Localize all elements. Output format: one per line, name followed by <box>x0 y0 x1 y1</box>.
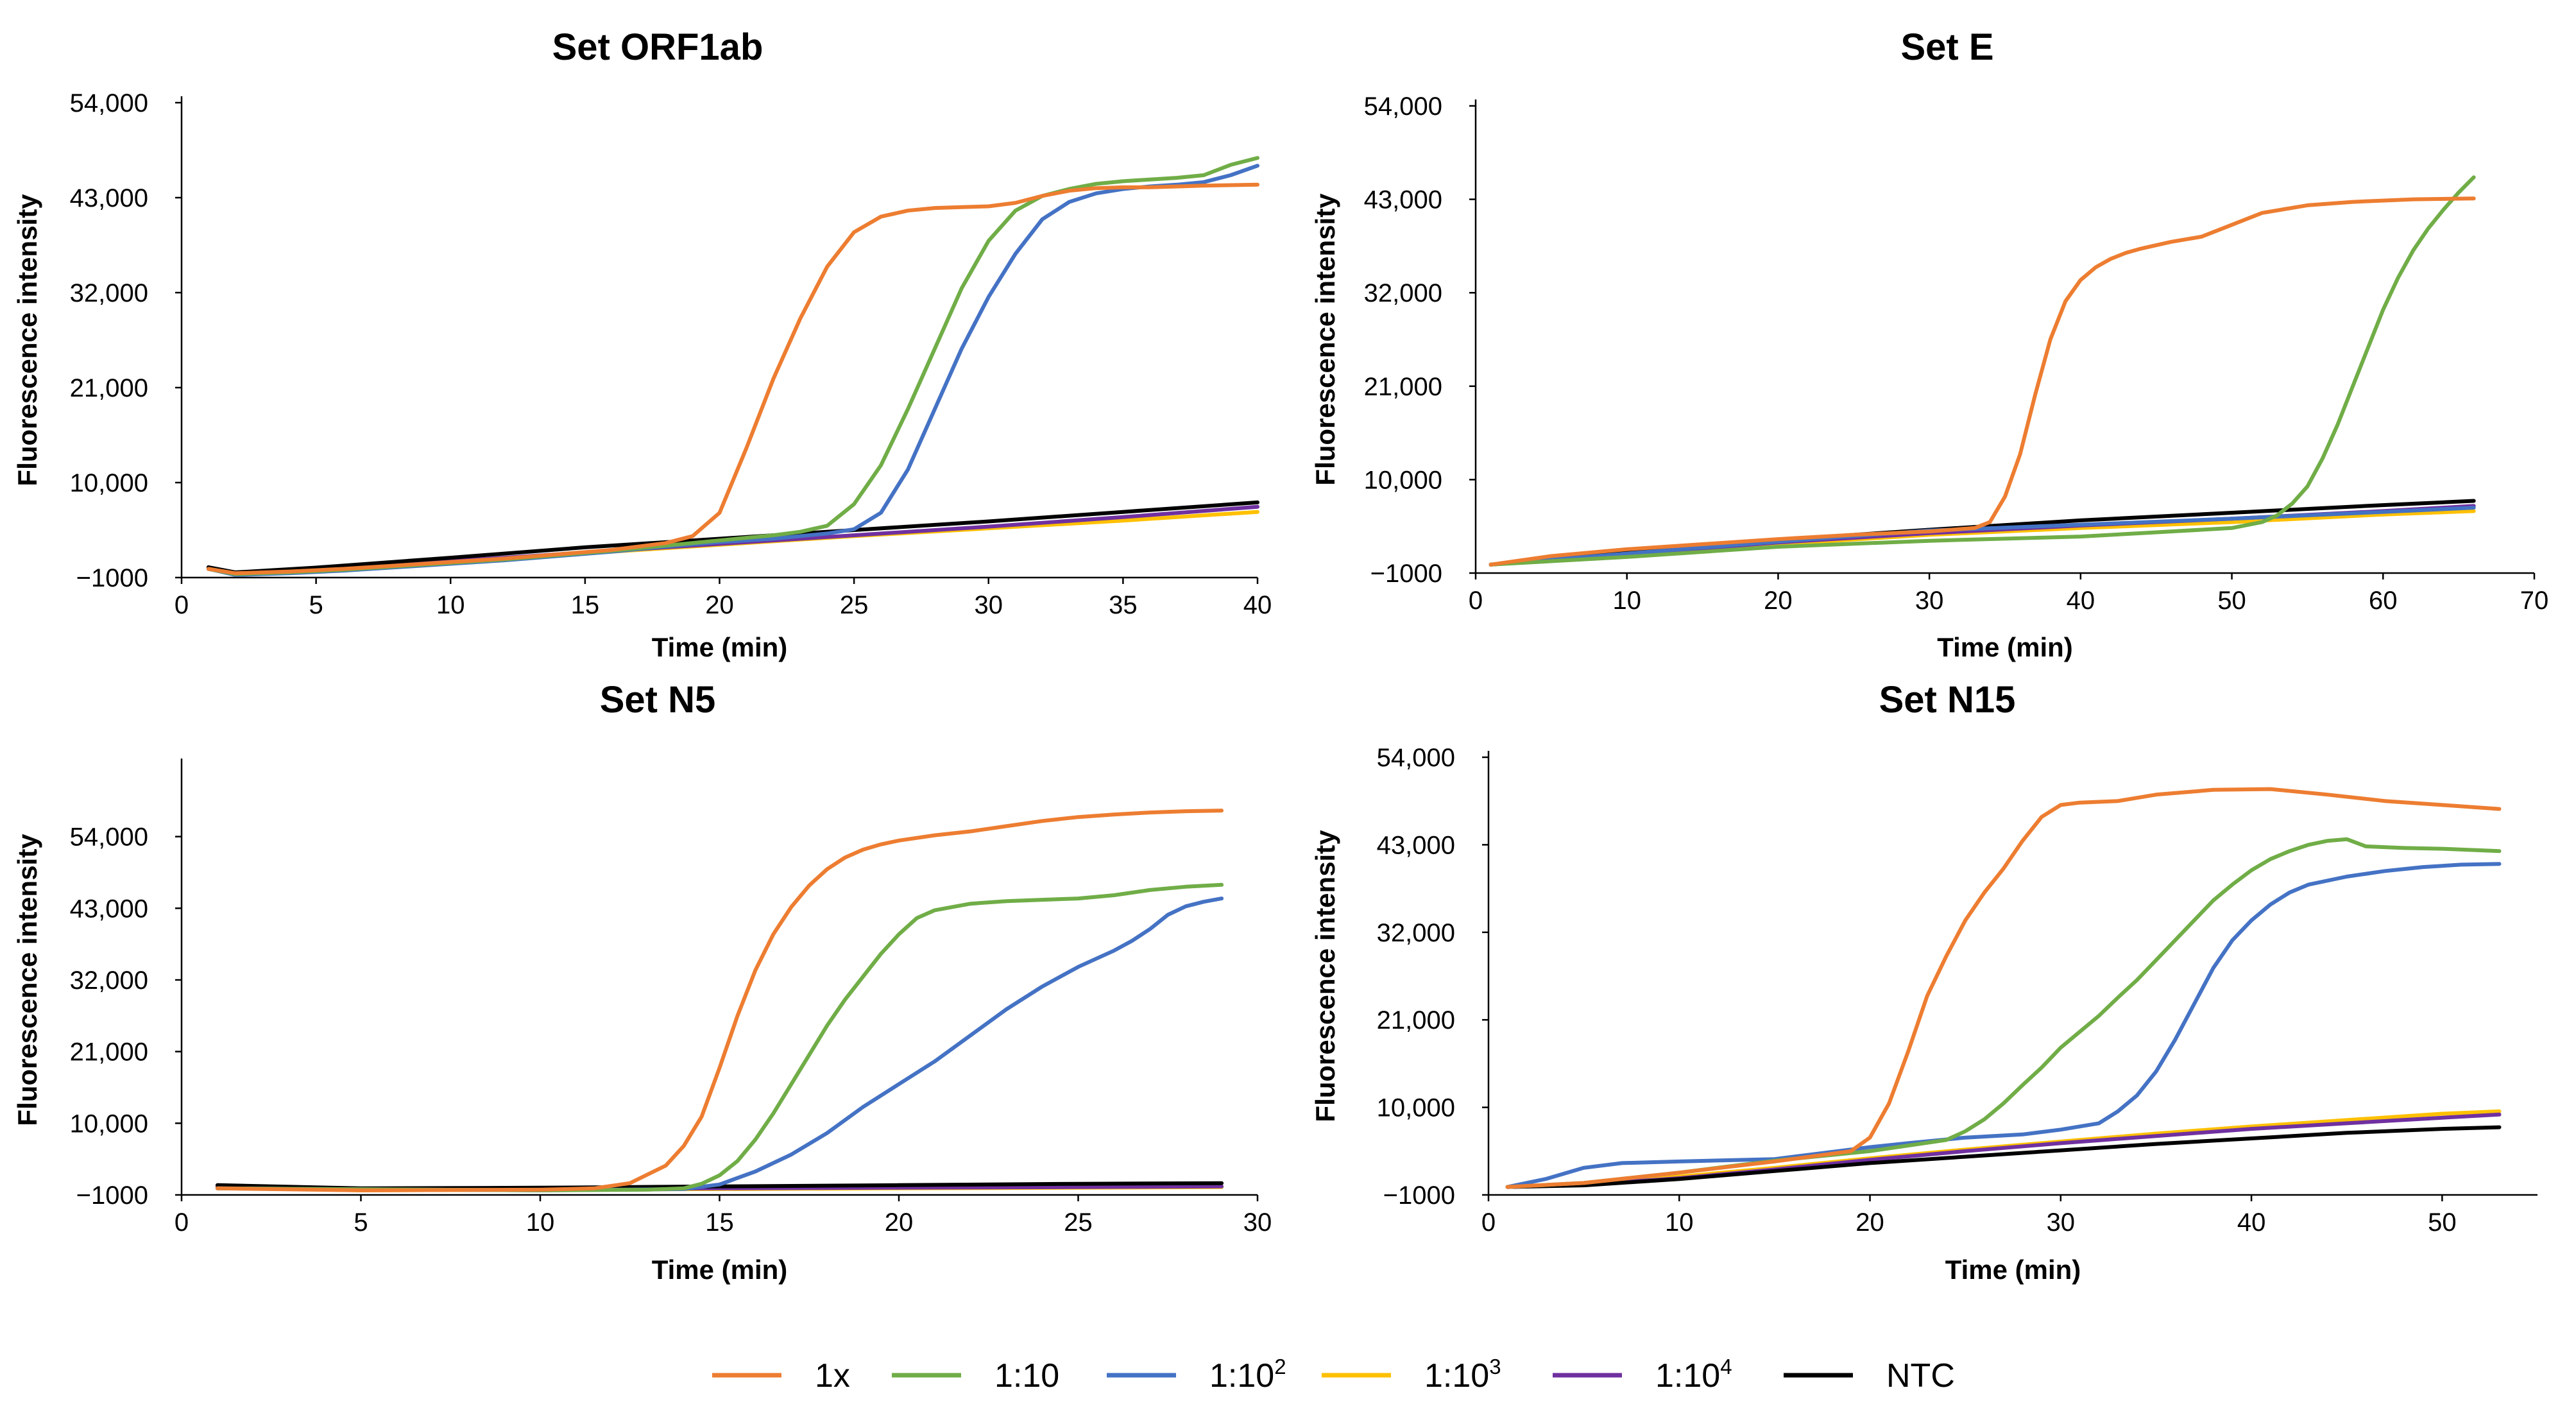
y-tick-label: 10,000 <box>1377 1094 1455 1122</box>
y-tick-label: 54,000 <box>1377 744 1455 772</box>
y-tick-label: 10,000 <box>1364 466 1442 494</box>
legend-label: NTC <box>1886 1357 1955 1394</box>
chart-panel-set-e: Set E −1000 10,000 21,000 32,000 43,000 54,000… <box>1310 26 2548 662</box>
x-tick-label: 50 <box>2217 587 2246 615</box>
x-tick-label: 10 <box>1612 587 1641 615</box>
x-tick-label: 30 <box>975 591 1003 619</box>
y-tick-label: 54,000 <box>70 89 148 117</box>
y-tick-label: −1000 <box>1370 560 1442 588</box>
x-tick-label: 0 <box>1469 587 1483 615</box>
x-tick-label: 15 <box>571 591 600 619</box>
x-tick-label: 5 <box>309 591 323 619</box>
x-tick-label: 40 <box>1243 591 1272 619</box>
x-tick-label: 25 <box>1064 1208 1093 1237</box>
series-line-1-10 <box>1505 837 2502 1189</box>
legend-item-1-103: 1:103 <box>1322 1355 1501 1394</box>
x-tick-label: 10 <box>526 1208 555 1237</box>
x-tick-label: 5 <box>354 1208 368 1237</box>
y-tick-label: 54,000 <box>1364 92 1442 121</box>
legend-label-exponent: 4 <box>1720 1355 1732 1378</box>
x-axis-label: Time (min) <box>652 632 788 662</box>
x-tick-label: 0 <box>175 1208 189 1237</box>
y-tick-label: 32,000 <box>70 279 148 307</box>
series-line-ntc <box>1505 1125 2502 1189</box>
chart-panel-set-orf1ab: Set ORF1ab −1000 10,000 21,000 32,000 43,000 5… <box>12 26 1272 662</box>
y-tick-label: −1000 <box>1383 1181 1455 1210</box>
x-axis-label: Time (min) <box>1945 1255 2081 1285</box>
series-line-1-10 <box>1505 862 2502 1189</box>
y-tick-label: 21,000 <box>1364 373 1442 401</box>
y-axis-label: Fluorescence intensity <box>1310 830 1340 1122</box>
legend-label: 1x <box>815 1357 850 1394</box>
legend-label-exponent: 3 <box>1489 1355 1501 1378</box>
y-tick-label: 43,000 <box>1364 186 1442 214</box>
legend-item-1-10: 1:10 <box>892 1357 1059 1394</box>
y-tick-label: 32,000 <box>1364 279 1442 307</box>
x-tick-label: 30 <box>1243 1208 1272 1237</box>
legend-label-exponent: 2 <box>1274 1355 1286 1378</box>
x-tick-label: 10 <box>436 591 465 619</box>
x-axis-label: Time (min) <box>1937 632 2073 662</box>
x-tick-label: 20 <box>1764 587 1793 615</box>
x-tick-label: 60 <box>2369 587 2398 615</box>
y-axis-label: Fluorescence intensity <box>1310 193 1340 486</box>
legend: 1x 1:10 1:102 1:103 1:104 NTC <box>712 1355 1955 1394</box>
x-tick-label: 35 <box>1109 591 1138 619</box>
y-tick-label: 54,000 <box>70 823 148 852</box>
series-line-1x <box>206 182 1259 576</box>
series-line-1x <box>1488 196 2476 567</box>
y-tick-label: 43,000 <box>1377 831 1455 859</box>
chart-panel-set-n5: Set N5 −1000 10,000 21,000 32,000 43,000 54,00… <box>12 679 1272 1285</box>
series-line-1-10 <box>1488 506 2476 567</box>
legend-item-1-102: 1:102 <box>1107 1355 1286 1394</box>
y-tick-label: 21,000 <box>70 374 148 402</box>
series-line-1-10 <box>215 882 1224 1192</box>
chart-title: Set E <box>1900 26 1993 68</box>
legend-item-ntc: NTC <box>1784 1357 1955 1394</box>
y-tick-label: 43,000 <box>70 895 148 923</box>
x-tick-label: 20 <box>1855 1208 1884 1237</box>
x-tick-label: 30 <box>2047 1208 2076 1237</box>
legend-label: 1:103 <box>1424 1355 1501 1394</box>
y-tick-label: −1000 <box>76 564 148 592</box>
chart-title: Set ORF1ab <box>552 26 763 68</box>
x-tick-label: 20 <box>705 591 734 619</box>
x-tick-label: 30 <box>1915 587 1944 615</box>
x-tick-label: 50 <box>2428 1208 2457 1237</box>
y-tick-label: 32,000 <box>70 966 148 995</box>
series-line-1x <box>215 809 1224 1192</box>
x-tick-label: 0 <box>175 591 189 619</box>
chart-title: Set N5 <box>600 679 716 721</box>
y-axis-label: Fluorescence intensity <box>12 834 42 1126</box>
x-tick-label: 15 <box>705 1208 734 1237</box>
x-tick-label: 10 <box>1665 1208 1694 1237</box>
x-tick-label: 70 <box>2520 587 2549 615</box>
x-tick-label: 25 <box>840 591 869 619</box>
x-tick-label: 40 <box>2237 1208 2266 1237</box>
y-axis-label: Fluorescence intensity <box>12 194 42 486</box>
chart-panel-set-n15: Set N15 −1000 10,000 21,000 32,000 43,000 54,0… <box>1310 679 2538 1285</box>
y-tick-label: 21,000 <box>70 1038 148 1067</box>
x-axis-label: Time (min) <box>652 1255 788 1285</box>
legend-label: 1:104 <box>1655 1355 1732 1394</box>
chart-title: Set N15 <box>1879 679 2016 721</box>
y-tick-label: 10,000 <box>70 1110 148 1138</box>
legend-label: 1:10 <box>994 1357 1059 1394</box>
y-tick-label: 21,000 <box>1377 1006 1455 1034</box>
x-tick-label: 0 <box>1481 1208 1496 1237</box>
x-tick-label: 40 <box>2067 587 2095 615</box>
legend-item-1-104: 1:104 <box>1553 1355 1732 1394</box>
y-tick-label: 10,000 <box>70 469 148 497</box>
legend-label: 1:102 <box>1209 1355 1286 1394</box>
legend-item-1x: 1x <box>712 1357 850 1394</box>
y-tick-label: −1000 <box>76 1181 148 1210</box>
y-tick-label: 43,000 <box>70 184 148 212</box>
y-tick-label: 32,000 <box>1377 919 1455 947</box>
series-line-1-10 <box>1488 175 2476 567</box>
x-tick-label: 20 <box>885 1208 914 1237</box>
series-line-1-10 <box>215 896 1224 1192</box>
series-line-1x <box>1505 787 2502 1189</box>
